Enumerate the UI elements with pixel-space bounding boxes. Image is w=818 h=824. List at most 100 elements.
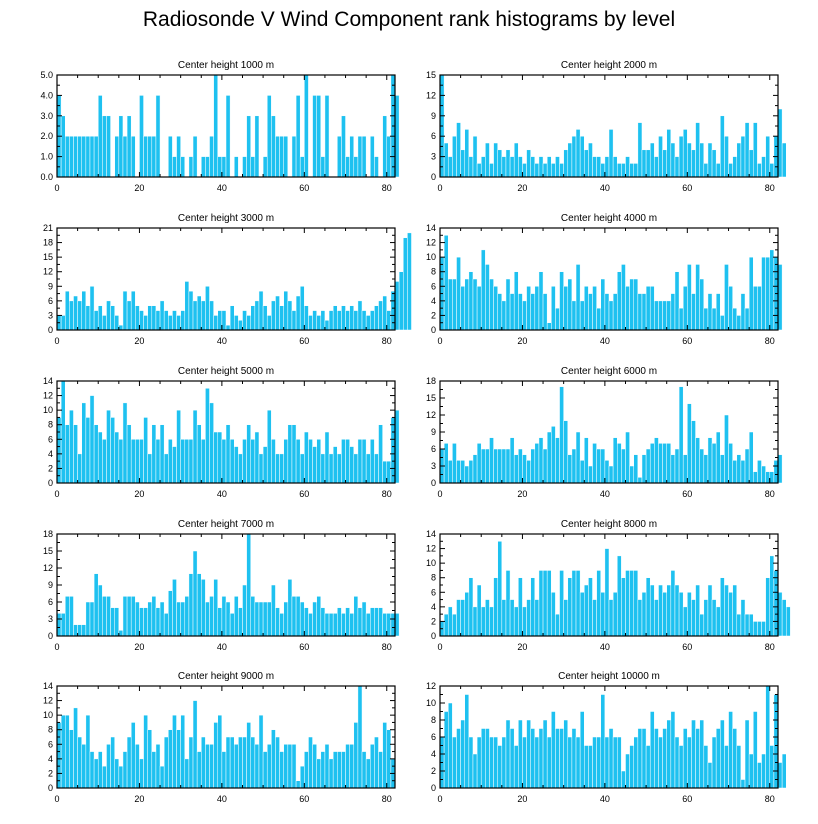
histogram-bar (341, 439, 346, 484)
histogram-bar (476, 443, 482, 484)
histogram-bar (172, 579, 177, 637)
y-tick-label: 0 (48, 325, 53, 335)
histogram-bar (472, 278, 478, 331)
histogram-bar (225, 324, 231, 331)
histogram-bar (345, 310, 350, 331)
histogram-bar (77, 736, 82, 789)
y-tick-label: 6 (48, 739, 53, 749)
histogram-bar (262, 751, 268, 789)
histogram-bar (106, 409, 111, 484)
histogram-bar (629, 163, 634, 178)
histogram-bar (332, 751, 338, 789)
x-tick-label: 60 (682, 336, 692, 346)
histogram-bar (551, 426, 556, 484)
histogram-bar (489, 163, 494, 178)
histogram-bar (769, 555, 775, 637)
histogram-bar (221, 310, 227, 331)
y-tick-label: 12 (43, 696, 53, 706)
histogram-bar (777, 264, 783, 331)
histogram-bar (546, 322, 552, 331)
histogram-bar (608, 728, 614, 789)
histogram-bar (221, 596, 227, 637)
histogram-bar (497, 149, 503, 178)
histogram-bar (654, 599, 659, 637)
histogram-bar (349, 305, 355, 331)
histogram-bar (163, 310, 169, 331)
histogram-bar (728, 592, 733, 637)
histogram-bar (777, 108, 783, 178)
histogram-bar (254, 744, 260, 789)
x-tick-label: 20 (517, 794, 527, 804)
histogram-bar (242, 584, 247, 637)
histogram-bar (682, 454, 688, 484)
histogram-bar (559, 271, 564, 331)
y-tick-label: 2 (48, 768, 53, 778)
x-tick-label: 80 (382, 183, 392, 193)
y-tick-label: 6 (431, 131, 436, 141)
histogram-bar (625, 156, 630, 178)
histogram-bar (328, 453, 334, 484)
histogram-bar (299, 156, 305, 178)
histogram-bar (287, 579, 293, 637)
histogram-bar (464, 694, 470, 789)
histogram-bar (658, 135, 663, 178)
histogram-bar (711, 307, 717, 331)
histogram-bar (509, 437, 515, 484)
histogram-bar (629, 570, 634, 637)
x-tick-label: 0 (54, 489, 59, 499)
histogram-bar (279, 751, 284, 789)
histogram-bar (337, 607, 342, 637)
histogram-bar (748, 149, 754, 178)
histogram-bar (225, 736, 231, 789)
histogram-bar (480, 249, 486, 331)
plot-frame (439, 74, 779, 178)
histogram-bar (73, 135, 78, 178)
histogram-bar (654, 728, 659, 789)
histogram-bar (662, 592, 667, 637)
histogram-bar (678, 386, 684, 484)
histogram-bar (678, 745, 684, 789)
histogram-bar (201, 736, 206, 789)
histogram-bar (575, 736, 581, 789)
y-tick-label: 1.0 (40, 152, 53, 162)
histogram-bar (299, 453, 305, 484)
histogram-bar (180, 714, 186, 789)
histogram-bar (201, 156, 206, 178)
histogram-bar (320, 310, 326, 331)
y-tick-label: 12 (426, 90, 436, 100)
histogram-bar (304, 607, 309, 637)
histogram-bar (584, 437, 589, 484)
histogram-bar (612, 736, 618, 789)
histogram-bar (571, 135, 577, 178)
histogram-bar (196, 424, 202, 484)
histogram-bar (682, 129, 688, 178)
histogram-bar (341, 751, 346, 789)
histogram-bar (625, 753, 630, 789)
histogram-bar (390, 417, 396, 484)
histogram-bar (192, 550, 198, 637)
y-tick-label: 2.0 (40, 131, 53, 141)
histogram-bar (130, 722, 136, 789)
histogram-bar (135, 601, 140, 637)
histogram-bar (106, 115, 111, 178)
histogram-bar (135, 744, 140, 789)
y-tick-label: 4 (431, 296, 436, 306)
y-tick-label: 10 (426, 252, 436, 262)
histogram-bar (641, 592, 647, 637)
histogram-bar (320, 607, 326, 637)
histogram-bar (456, 599, 461, 637)
histogram-bar (493, 142, 498, 178)
plot-frame (439, 227, 779, 331)
histogram-bar (370, 135, 375, 178)
histogram-bar (538, 728, 544, 789)
histogram-bar (649, 711, 655, 789)
histogram-bar (370, 607, 375, 637)
histogram-bar (542, 163, 548, 178)
histogram-bar (337, 310, 342, 331)
histogram-bar (266, 744, 272, 789)
histogram-bar (485, 264, 490, 331)
histogram-bar (345, 744, 350, 789)
histogram-bar (604, 293, 610, 331)
histogram-bar (720, 315, 725, 331)
histogram-bar (122, 135, 128, 178)
